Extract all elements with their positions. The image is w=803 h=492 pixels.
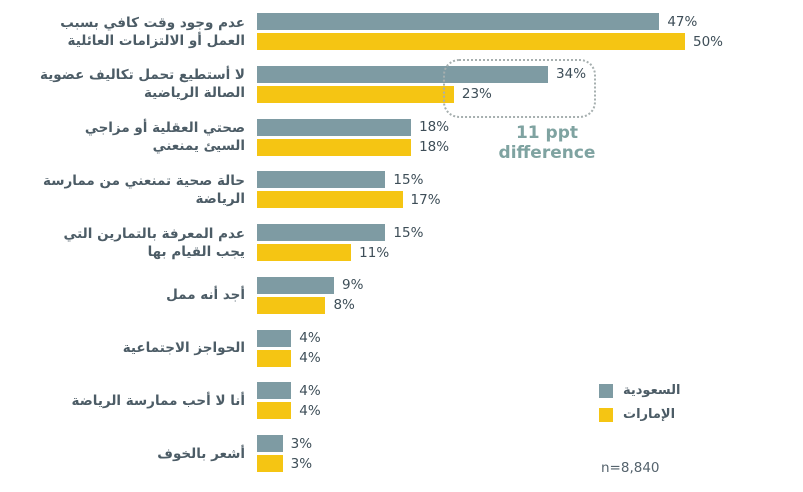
category-label: أجد أنه ممل	[166, 287, 245, 304]
category-label: عدم المعرفة بالتمارين التي يجب القيام بها	[63, 225, 246, 260]
bar-line-saudi: 47%	[257, 13, 723, 30]
bar-line-saudi: 4%	[257, 382, 321, 400]
bar-uae	[257, 85, 454, 103]
value-label: 50%	[693, 33, 724, 50]
bar-line-uae: 8%	[257, 296, 363, 314]
bar-saudi	[257, 382, 292, 400]
bar-uae	[257, 244, 352, 261]
category-row: عدم المعرفة بالتمارين التي يجب القيام بها…	[0, 224, 803, 261]
bar-line-saudi: 4%	[257, 329, 321, 347]
bar-saudi	[257, 118, 412, 136]
value-label: 23%	[461, 86, 492, 103]
uae-swatch-icon	[599, 407, 613, 422]
bar-pair: 47% 50%	[257, 13, 723, 50]
bar-saudi	[257, 65, 549, 83]
bar-uae	[257, 349, 292, 367]
bar-pair: 18% 18%	[257, 118, 450, 156]
category-row: لا أستطيع تحمل تكاليف عضوية الصالة الرياض…	[0, 65, 803, 103]
value-label: 15%	[393, 171, 424, 188]
value-label: 4%	[299, 350, 321, 366]
difference-highlight-box	[443, 59, 596, 118]
bar-uae	[257, 296, 326, 314]
bar-line-uae: 4%	[257, 402, 321, 420]
bar-rows: عدم وجود وقت كافي بسبب العمل أو الالتزاما…	[0, 13, 803, 488]
bar-saudi	[257, 171, 386, 189]
category-row: أشعر بالخوف 3% 3%	[0, 435, 803, 472]
legend-label-uae: الإمارات	[623, 407, 676, 422]
category-label: أنا لا أحب ممارسة الرياضة	[71, 392, 245, 409]
category-row: عدم وجود وقت كافي بسبب العمل أو الالتزاما…	[0, 13, 803, 50]
value-label: 34%	[556, 66, 587, 83]
bar-line-saudi: 9%	[257, 276, 364, 294]
value-label: 18%	[419, 139, 450, 155]
legend: السعودية الإمارات	[599, 383, 681, 422]
value-label: 9%	[342, 277, 364, 294]
category-label: لا أستطيع تحمل تكاليف عضوية الصالة الرياض…	[40, 67, 245, 102]
category-row: أنا لا أحب ممارسة الرياضة 4% 4%	[0, 382, 803, 420]
bar-line-uae: 18%	[257, 138, 450, 156]
category-label: صحتي العقلية أو مزاجي السيئ يمنعني	[84, 119, 245, 154]
bar-line-saudi: 18%	[257, 118, 450, 136]
difference-annotation: 11 ppt difference	[482, 123, 612, 163]
value-label: 4%	[299, 330, 321, 346]
bar-pair: 4% 4%	[257, 382, 321, 420]
bar-line-saudi: 34%	[257, 65, 587, 83]
category-label: الحواجز الاجتماعية	[122, 339, 245, 356]
value-label: 3%	[290, 455, 313, 472]
value-label: 17%	[410, 191, 441, 208]
bar-saudi	[257, 13, 660, 30]
bar-line-saudi: 3%	[257, 435, 312, 452]
bar-saudi	[257, 329, 292, 347]
bar-pair: 15% 17%	[257, 171, 441, 209]
difference-annotation-line1: 11 ppt	[515, 123, 579, 143]
bar-uae	[257, 191, 403, 209]
value-label: 47%	[667, 13, 698, 30]
bar-line-uae: 3%	[257, 455, 312, 472]
bar-pair: 3% 3%	[257, 435, 312, 472]
category-row: صحتي العقلية أو مزاجي السيئ يمنعني 18% 18%	[0, 118, 803, 156]
bar-uae	[257, 455, 283, 472]
category-label: أشعر بالخوف	[157, 445, 245, 462]
category-row: الحواجز الاجتماعية 4% 4%	[0, 329, 803, 367]
bar-line-saudi: 15%	[257, 224, 423, 241]
bar-pair: 34% 23%	[257, 65, 587, 103]
bar-line-uae: 4%	[257, 349, 321, 367]
bar-pair: 9% 8%	[257, 276, 364, 314]
bar-pair: 4% 4%	[257, 329, 321, 367]
legend-item-saudi: السعودية	[599, 383, 681, 398]
sample-size-note: n=8,840	[601, 460, 660, 476]
saudi-swatch-icon	[599, 383, 613, 398]
bar-saudi	[257, 224, 386, 241]
legend-label-saudi: السعودية	[623, 383, 681, 398]
bar-line-saudi: 15%	[257, 171, 441, 189]
bar-line-uae: 11%	[257, 244, 423, 261]
bar-line-uae: 17%	[257, 191, 441, 209]
bar-saudi	[257, 276, 335, 294]
value-label: 15%	[393, 224, 424, 241]
legend-item-uae: الإمارات	[599, 407, 681, 422]
category-label: حالة صحية تمنعني من ممارسة الرياضة	[43, 172, 245, 207]
value-label: 18%	[419, 119, 450, 135]
value-label: 11%	[359, 244, 390, 261]
category-row: حالة صحية تمنعني من ممارسة الرياضة 15% 17%	[0, 171, 803, 209]
bar-pair: 15% 11%	[257, 224, 423, 261]
bar-uae	[257, 33, 685, 50]
value-label: 4%	[299, 382, 321, 399]
bar-line-uae: 50%	[257, 33, 723, 50]
bar-uae	[257, 402, 292, 420]
value-label: 8%	[333, 297, 355, 314]
value-label: 3%	[290, 435, 313, 452]
bar-uae	[257, 138, 412, 156]
bar-line-uae: 23%	[257, 85, 586, 103]
bar-saudi	[257, 435, 283, 452]
category-row: أجد أنه ممل 9% 8%	[0, 276, 803, 314]
value-label: 4%	[299, 402, 321, 419]
category-label: عدم وجود وقت كافي بسبب العمل أو الالتزاما…	[60, 14, 245, 49]
difference-annotation-line2: difference	[498, 143, 596, 164]
